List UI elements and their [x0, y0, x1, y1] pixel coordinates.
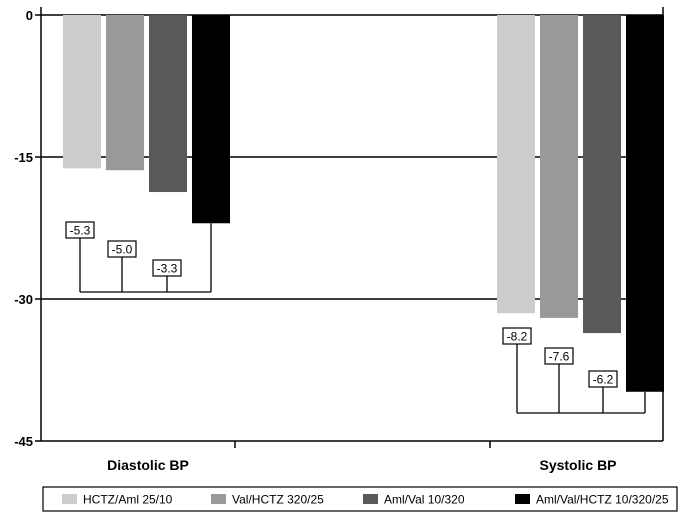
legend-swatch — [515, 494, 530, 504]
legend-swatch — [62, 494, 77, 504]
bar — [583, 15, 621, 334]
legend-box — [42, 486, 678, 512]
annotation-box — [152, 259, 182, 277]
annotation-box — [107, 240, 137, 258]
legend-label: Aml/Val 10/320 — [384, 493, 465, 507]
x-category-label: Diastolic BP — [107, 457, 189, 473]
annotation-label: -6.2 — [593, 373, 614, 387]
legend-label: HCTZ/Aml 25/10 — [83, 493, 173, 507]
bar — [626, 15, 664, 392]
annotation-box — [544, 347, 574, 365]
legend-swatch — [363, 494, 378, 504]
legend-label: Aml/Val/HCTZ 10/320/25 — [536, 493, 669, 507]
legend-label: Val/HCTZ 320/25 — [232, 493, 324, 507]
annotation-label: -5.3 — [70, 224, 91, 238]
annotation-label: -7.6 — [549, 350, 570, 364]
bar — [63, 15, 101, 169]
bar — [106, 15, 144, 171]
bar — [497, 15, 535, 314]
bar — [149, 15, 187, 193]
annotation-label: -8.2 — [507, 330, 528, 344]
bar — [192, 15, 230, 224]
bar — [540, 15, 578, 318]
x-category-label: Systolic BP — [539, 457, 616, 473]
annotation-label: -3.3 — [157, 262, 178, 276]
annotation-box — [65, 221, 95, 239]
y-tick-label: -45 — [14, 434, 33, 449]
annotation-box — [502, 327, 532, 345]
y-tick-label: 0 — [26, 8, 33, 23]
y-tick-label: -15 — [14, 150, 33, 165]
annotation-label: -5.0 — [112, 243, 133, 257]
y-tick-label: -30 — [14, 292, 33, 307]
legend-swatch — [211, 494, 226, 504]
annotation-box — [588, 370, 618, 388]
